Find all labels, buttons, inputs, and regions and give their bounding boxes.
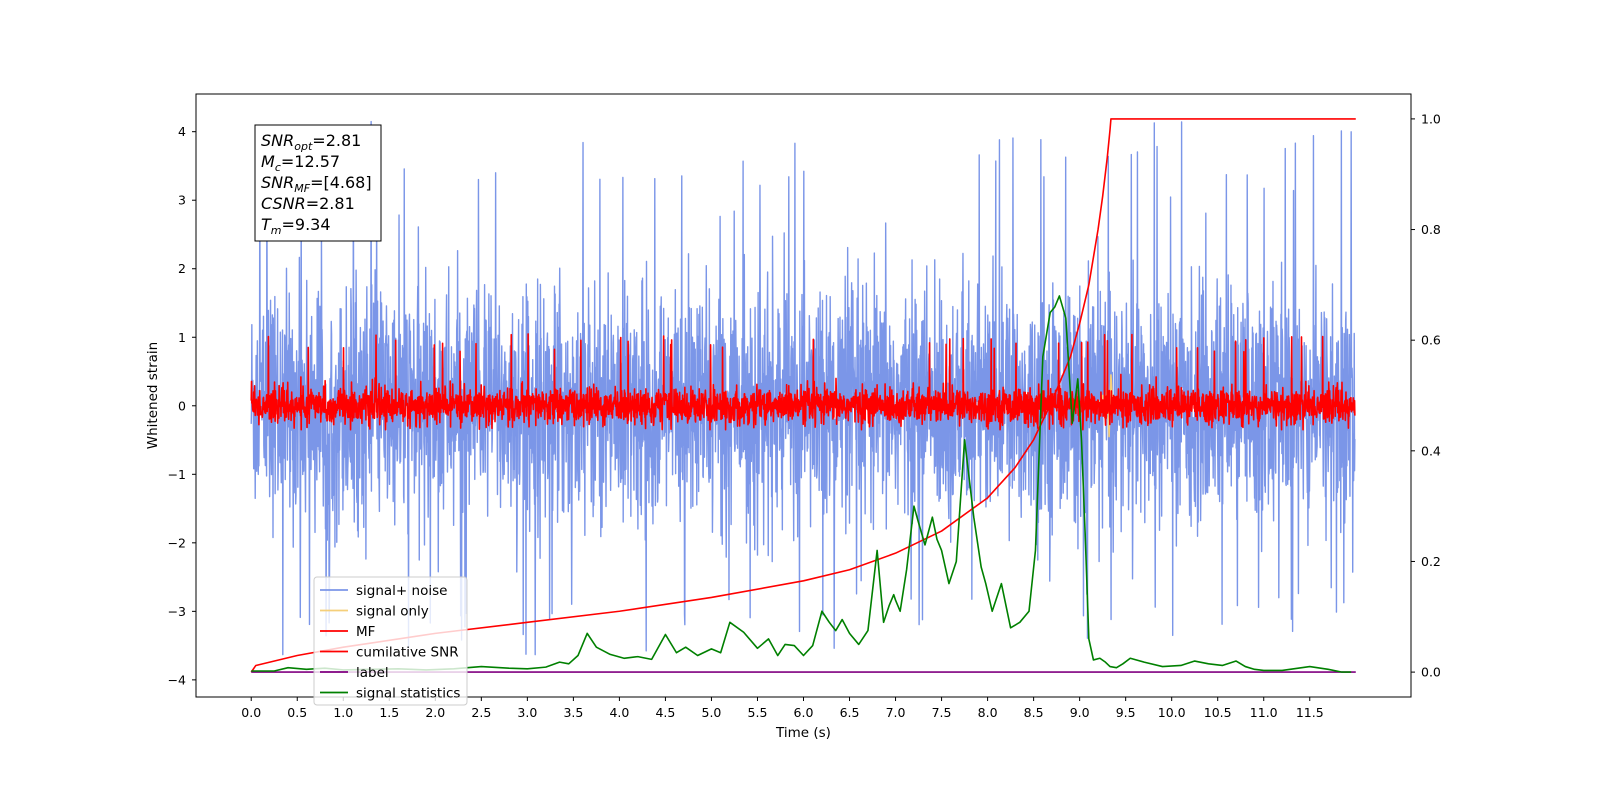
annotation-subscript: m — [271, 224, 282, 237]
x-tick-label: 9.5 — [1116, 705, 1136, 720]
y-tick-label: 3 — [178, 193, 186, 208]
x-tick-label: 11.5 — [1296, 705, 1324, 720]
series-mf-line — [250, 333, 1356, 431]
x-tick-label: 3.5 — [563, 705, 583, 720]
y2-tick-label: 0.6 — [1421, 333, 1441, 348]
legend-frame — [313, 576, 468, 706]
x-tick-label: 2.0 — [425, 705, 445, 720]
annotation-line: SNRopt=2.81 — [261, 131, 361, 153]
legend-label: signal+ noise — [356, 583, 447, 599]
x-tick-label: 0.0 — [241, 705, 261, 720]
x-tick-label: 10.0 — [1158, 705, 1186, 720]
y2-tick-label: 0.4 — [1421, 443, 1441, 458]
y-tick-label: 1 — [178, 330, 186, 345]
y-axis-label: Whitened strain — [145, 342, 161, 449]
y-tick-label: −1 — [168, 467, 186, 482]
axes-layer: 0.0 0.5 1.0 1.5 2.0 2.5 3.0 3.5 4.0 4.5 5.0 5.5 6.0 6… — [168, 111, 1441, 720]
y-tick-label: −3 — [168, 604, 186, 619]
x-tick-label: 4.5 — [655, 705, 675, 720]
x-tick-label: 5.5 — [748, 705, 768, 720]
annotation-symbol: M — [261, 152, 275, 171]
legend-label: cumilative SNR — [356, 645, 459, 661]
annotation-symbol: SNR — [261, 131, 294, 150]
x-tick-label: 1.0 — [333, 705, 353, 720]
x-tick-label: 9.0 — [1070, 705, 1090, 720]
x-tick-label: 6.5 — [840, 705, 860, 720]
y-tick-label: −2 — [168, 535, 186, 550]
y2-tick-label: 0.2 — [1421, 554, 1441, 569]
y2-tick-label: 1.0 — [1421, 111, 1441, 126]
x-tick-label: 0.5 — [287, 705, 307, 720]
annotation-symbol: SNR — [261, 173, 294, 192]
annotation-symbol: T — [261, 215, 272, 234]
x-tick-label: 2.5 — [471, 705, 491, 720]
x-tick-label: 7.5 — [932, 705, 952, 720]
legend-label: MF — [356, 624, 375, 640]
annotation-value: =2.81 — [312, 131, 361, 150]
annotation-line: Tm=9.34 — [261, 215, 331, 237]
stats-annotation-frame — [254, 124, 382, 242]
legend-label: signal only — [356, 604, 429, 620]
x-tick-label: 5.0 — [702, 705, 722, 720]
annotation-value: =9.34 — [282, 215, 331, 234]
legend: signal+ noise signal only MF cumilative SNR… — [313, 576, 468, 706]
y-tick-label: 0 — [178, 398, 186, 413]
annotation-symbol: CSNR — [261, 194, 306, 213]
x-tick-label: 7.0 — [886, 705, 906, 720]
y-tick-label: 4 — [178, 124, 186, 139]
annotation-value: =[4.68] — [310, 173, 372, 192]
x-tick-label: 11.0 — [1250, 705, 1278, 720]
legend-label: signal statistics — [356, 686, 460, 702]
legend-label: label — [356, 665, 389, 681]
y2-tick-label: 0.0 — [1421, 665, 1441, 680]
y-tick-label: 2 — [178, 261, 186, 276]
annotation-line: CSNR=2.81 — [261, 194, 355, 213]
annotation-subscript: c — [275, 161, 281, 174]
annotation-subscript: opt — [294, 140, 313, 153]
x-axis-label: Time (s) — [775, 725, 831, 741]
x-tick-label: 4.0 — [609, 705, 629, 720]
y2-tick-label: 0.8 — [1421, 222, 1441, 237]
x-tick-label: 10.5 — [1204, 705, 1232, 720]
x-tick-label: 3.0 — [517, 705, 537, 720]
x-tick-label: 1.5 — [379, 705, 399, 720]
x-tick-label: 6.0 — [794, 705, 814, 720]
annotation-subscript: MF — [294, 182, 310, 195]
x-tick-label: 8.5 — [1024, 705, 1044, 720]
annotation-value: =2.81 — [306, 194, 355, 213]
series-signal-statistics-line — [251, 295, 1352, 673]
series-signal-noise-line — [250, 120, 1356, 656]
annotation-value: =12.57 — [281, 152, 340, 171]
annotation-line: Mc=12.57 — [261, 152, 340, 174]
y-tick-label: −4 — [168, 672, 186, 687]
x-tick-label: 8.0 — [978, 705, 998, 720]
stats-annotation-box: SNRopt=2.81Mc=12.57SNRMF=[4.68]CSNR=2.81… — [254, 124, 382, 242]
annotation-line: SNRMF=[4.68] — [261, 173, 372, 195]
